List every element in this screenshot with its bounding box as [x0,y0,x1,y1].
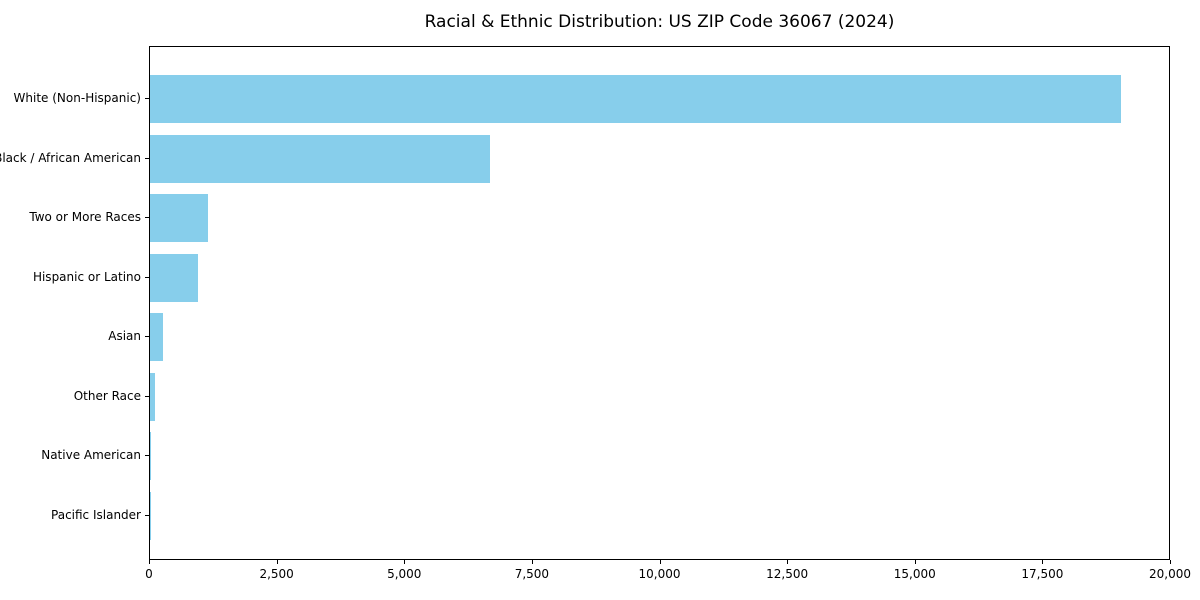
x-tick-label-5000: 5,000 [387,567,422,581]
chart-title: Racial & Ethnic Distribution: US ZIP Cod… [424,12,895,32]
x-tick-mark [914,560,916,564]
bar-other-race [150,372,156,421]
x-tick-mark [1042,560,1044,564]
x-tick-label-17500: 17,500 [1021,567,1064,581]
x-tick-label-20000: 20,000 [1149,567,1191,581]
x-tick-label-15000: 15,000 [893,567,936,581]
x-tick-mark [531,560,533,564]
y-tick-mark [145,336,149,338]
bar-native-american [150,432,152,481]
y-tick-label-other-race: Other Race [73,388,141,403]
bar-white-non-hispanic [150,75,1122,123]
y-tick-mark [145,157,149,159]
y-tick-mark [145,276,149,278]
plot-area [149,46,1170,560]
bar-two-or-more-races [150,194,209,243]
x-tick-label-0: 0 [145,567,153,581]
bar-asian [150,313,163,362]
x-tick-label-7500: 7,500 [514,567,550,581]
x-tick-label-10000: 10,000 [638,567,681,581]
y-tick-label-native-american: Native American [41,448,141,463]
x-tick-mark [787,560,789,564]
x-tick-mark [276,560,278,564]
y-tick-label-white-non-hispanic: White (Non-Hispanic) [13,91,141,105]
y-tick-label-asian: Asian [108,329,141,344]
y-tick-mark [145,455,149,457]
x-tick-mark [149,560,150,564]
x-tick-mark [404,560,406,564]
x-tick-mark [1170,560,1171,564]
y-tick-label-hispanic-or-latino: Hispanic or Latino [32,269,141,284]
x-tick-label-12500: 12,500 [766,567,809,581]
y-tick-label-black-african-american: Black / African American [0,150,141,165]
bar-hispanic-or-latino [150,253,198,302]
y-tick-mark [145,395,149,397]
bar-black-african-american [150,134,491,183]
x-tick-mark [659,560,661,564]
y-tick-mark [145,98,149,99]
y-tick-label-pacific-islander: Pacific Islander [51,508,141,522]
y-tick-mark [145,515,149,516]
y-tick-label-two-or-more-races: Two or More Races [29,210,141,225]
x-tick-label-2500: 2,500 [259,567,294,581]
y-tick-mark [145,217,149,219]
